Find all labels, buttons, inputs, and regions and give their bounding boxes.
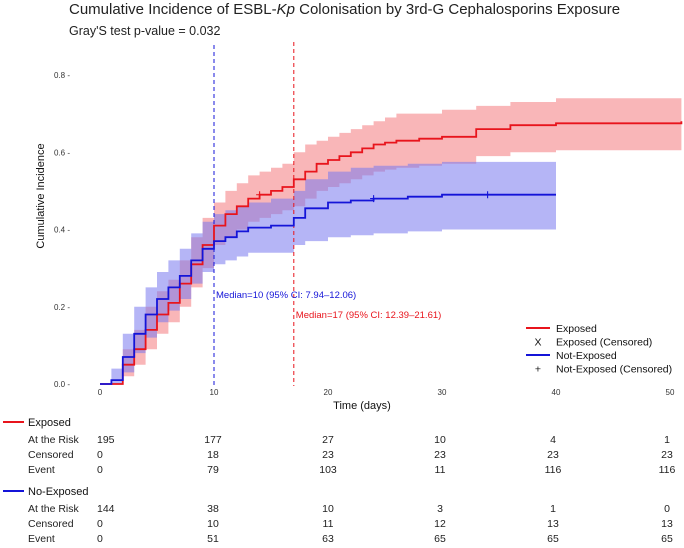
chart-title-italic: Kp xyxy=(277,1,295,18)
not-exposed-median-label: Median=10 (95% CI: 7.94–12.06) xyxy=(216,290,356,301)
x-tick-label: 20 xyxy=(324,388,333,397)
chart-title-prefix: Cumulative Incidence of ESBL- xyxy=(69,1,277,18)
risk-table-cell: 103 xyxy=(319,464,337,476)
risk-table-cell: 63 xyxy=(322,533,334,545)
not-exposed-censor-mark-1 xyxy=(484,191,492,199)
y-tick-label: 0.6 - xyxy=(54,148,70,157)
not-exposed-censor-mark-0 xyxy=(370,195,378,203)
risk-row-label: Censored xyxy=(28,518,74,530)
risk-table-cell: 116 xyxy=(659,464,676,476)
exposed-censor-mark-0 xyxy=(256,191,264,199)
not-exposed-ci-band xyxy=(100,161,556,384)
risk-table-cell: 11 xyxy=(435,464,446,476)
risk-table-cell: 195 xyxy=(97,434,115,446)
y-tick-label: 0.8 - xyxy=(54,71,70,80)
x-tick-label: 30 xyxy=(438,388,447,397)
risk-table-cell: 65 xyxy=(661,533,673,545)
risk-table-cell: 12 xyxy=(434,518,446,530)
risk-table-cell: 177 xyxy=(204,434,222,446)
legend-entry-label: Not-Exposed xyxy=(556,350,617,362)
risk-table-cell: 79 xyxy=(207,464,219,476)
x-tick-label: 0 xyxy=(98,388,103,397)
y-axis-label: Cumulative Incidence xyxy=(35,143,47,248)
chart-subtitle: Gray'S test p-value = 0.032 xyxy=(69,24,220,38)
risk-row-label: At the Risk xyxy=(28,503,80,515)
risk-table-cell: 1 xyxy=(664,434,670,446)
x-ticks: 0 10 20 30 40 50 xyxy=(98,388,675,397)
risk-table-cell: 13 xyxy=(547,518,559,530)
risk-table-cell: 27 xyxy=(322,434,334,446)
risk-table-cell: 144 xyxy=(97,503,115,515)
risk-row-label: At the Risk xyxy=(28,434,80,446)
risk-row-label: Event xyxy=(28,533,55,545)
y-ticks: 0.0 - 0.2 - 0.4 - 0.6 - 0.8 - xyxy=(54,71,70,389)
risk-table-cell: 23 xyxy=(661,449,673,461)
censored-markers xyxy=(256,191,492,203)
risk-table-cell: 18 xyxy=(207,449,219,461)
no-exposed-risk-title: No-Exposed xyxy=(28,486,89,498)
risk-table-cell: 38 xyxy=(207,503,219,515)
risk-table-cell: 0 xyxy=(97,533,103,545)
legend-marker-3: + xyxy=(535,364,541,376)
risk-table-cell: 11 xyxy=(323,518,334,530)
risk-table-cell: 0 xyxy=(97,518,103,530)
exposed-line xyxy=(100,121,683,385)
risk-table-cell: 23 xyxy=(547,449,559,461)
x-tick-label: 10 xyxy=(210,388,219,397)
chart-legend: Exposed X Exposed (Censored)Not-Exposed + No… xyxy=(526,323,672,376)
risk-table-cell: 116 xyxy=(545,464,562,476)
risk-table-cell: 3 xyxy=(437,503,443,515)
risk-table-cell: 1 xyxy=(550,503,556,515)
risk-table-cell: 13 xyxy=(661,518,673,530)
y-tick-label: 0.2 - xyxy=(54,303,70,312)
x-axis-label: Time (days) xyxy=(333,400,391,412)
risk-table-cell: 23 xyxy=(434,449,446,461)
risk-table-cell: 10 xyxy=(322,503,334,515)
x-tick-label: 40 xyxy=(552,388,561,397)
risk-table-cell: 51 xyxy=(207,533,219,545)
risk-table-cell: 0 xyxy=(97,449,103,461)
median-lines: Median=17 (95% CI: 12.39–21.61) Median=10… xyxy=(213,42,442,386)
exposed-risk-title: Exposed xyxy=(28,417,71,429)
risk-table-cell: 0 xyxy=(664,503,670,515)
legend-marker-1: X xyxy=(534,337,541,349)
risk-row-label: Censored xyxy=(28,449,74,461)
risk-table-cell: 0 xyxy=(97,464,103,476)
legend-entry-label: Exposed (Censored) xyxy=(556,337,652,349)
risk-table-cell: 4 xyxy=(550,434,556,446)
risk-table-cell: 23 xyxy=(322,449,334,461)
exposed-median-label: Median=17 (95% CI: 12.39–21.61) xyxy=(296,310,442,321)
risk-table-cell: 65 xyxy=(547,533,559,545)
legend-entry-label: Not-Exposed (Censored) xyxy=(556,364,672,376)
risk-table-cell: 10 xyxy=(434,434,446,446)
chart-title-suffix: Colonisation by 3rd-G Cephalosporins Exp… xyxy=(295,1,620,18)
risk-row-label: Event xyxy=(28,464,55,476)
y-tick-label: 0.4 - xyxy=(54,226,70,235)
legend-entry-label: Exposed xyxy=(556,323,597,335)
chart-title: Cumulative Incidence of ESBL-Kp Colonisa… xyxy=(69,1,620,18)
risk-table-cell: 65 xyxy=(434,533,446,545)
y-tick-label: 0.0 - xyxy=(54,380,70,389)
risk-table-cell: 10 xyxy=(207,518,219,530)
x-tick-label: 50 xyxy=(666,388,675,397)
